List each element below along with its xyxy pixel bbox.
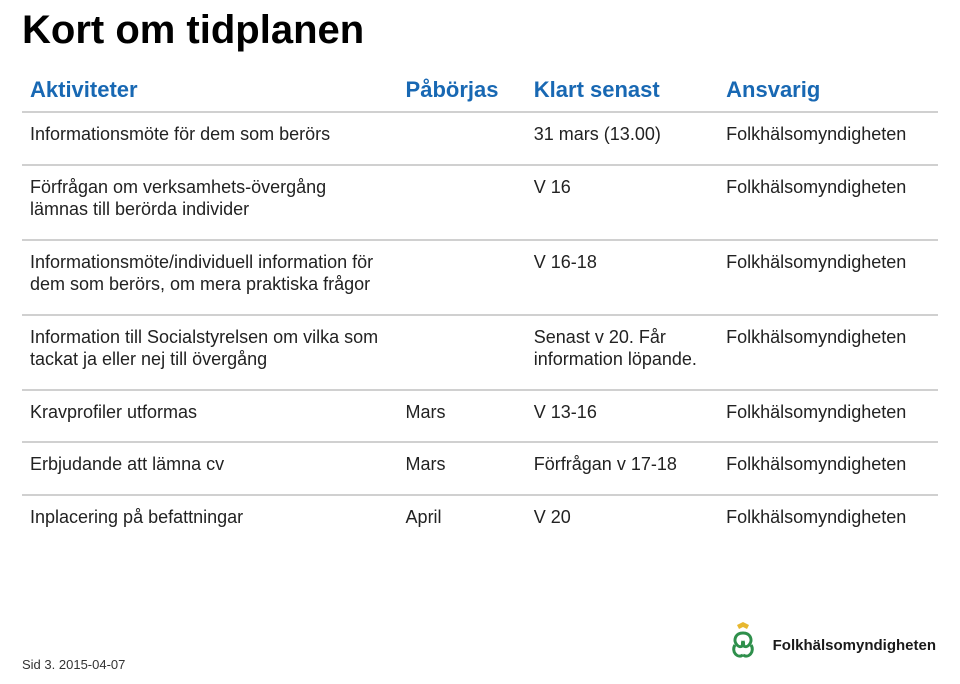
footer: Sid 3. 2015-04-07: [22, 657, 125, 672]
cell-due: V 16-18: [526, 240, 718, 315]
cell-responsible: Folkhälsomyndigheten: [718, 112, 938, 165]
cell-activity: Information till Socialstyrelsen om vilk…: [22, 315, 398, 390]
cell-activity: Kravprofiler utformas: [22, 390, 398, 443]
cell-start: [398, 315, 526, 390]
table-row: Inplacering på befattningar April V 20 F…: [22, 495, 938, 547]
plan-table: Aktiviteter Påbörjas Klart senast Ansvar…: [22, 71, 938, 546]
cell-due: V 20: [526, 495, 718, 547]
cell-start: Mars: [398, 442, 526, 495]
page-title: Kort om tidplanen: [22, 8, 938, 53]
cell-start: [398, 165, 526, 240]
cell-start: April: [398, 495, 526, 547]
col-header-responsible: Ansvarig: [718, 71, 938, 112]
cell-activity: Inplacering på befattningar: [22, 495, 398, 547]
cell-activity: Informationsmöte för dem som berörs: [22, 112, 398, 165]
table-row: Förfrågan om verksamhets-övergång lämnas…: [22, 165, 938, 240]
cell-start: [398, 112, 526, 165]
cell-responsible: Folkhälsomyndigheten: [718, 442, 938, 495]
brand-name: Folkhälsomyndigheten: [773, 637, 936, 654]
col-header-start: Påbörjas: [398, 71, 526, 112]
cell-responsible: Folkhälsomyndigheten: [718, 240, 938, 315]
cell-activity: Erbjudande att lämna cv: [22, 442, 398, 495]
cell-due: V 13-16: [526, 390, 718, 443]
cell-responsible: Folkhälsomyndigheten: [718, 390, 938, 443]
cell-responsible: Folkhälsomyndigheten: [718, 495, 938, 547]
cell-due: V 16: [526, 165, 718, 240]
table-row: Informationsmöte för dem som berörs 31 m…: [22, 112, 938, 165]
cell-due: Förfrågan v 17-18: [526, 442, 718, 495]
cell-activity: Informationsmöte/individuell information…: [22, 240, 398, 315]
table-row: Informationsmöte/individuell information…: [22, 240, 938, 315]
cell-responsible: Folkhälsomyndigheten: [718, 165, 938, 240]
cell-activity: Förfrågan om verksamhets-övergång lämnas…: [22, 165, 398, 240]
cell-start: Mars: [398, 390, 526, 443]
cell-responsible: Folkhälsomyndigheten: [718, 315, 938, 390]
table-header-row: Aktiviteter Påbörjas Klart senast Ansvar…: [22, 71, 938, 112]
col-header-activity: Aktiviteter: [22, 71, 398, 112]
cell-due: Senast v 20. Får information löpande.: [526, 315, 718, 390]
table-row: Kravprofiler utformas Mars V 13-16 Folkh…: [22, 390, 938, 443]
table-row: Information till Socialstyrelsen om vilk…: [22, 315, 938, 390]
footer-date: 2015-04-07: [59, 657, 126, 672]
brand: Folkhälsomyndigheten: [723, 621, 936, 670]
footer-page: Sid 3.: [22, 657, 55, 672]
table-row: Erbjudande att lämna cv Mars Förfrågan v…: [22, 442, 938, 495]
col-header-due: Klart senast: [526, 71, 718, 112]
cell-due: 31 mars (13.00): [526, 112, 718, 165]
cell-start: [398, 240, 526, 315]
brand-logo-icon: [723, 621, 763, 670]
